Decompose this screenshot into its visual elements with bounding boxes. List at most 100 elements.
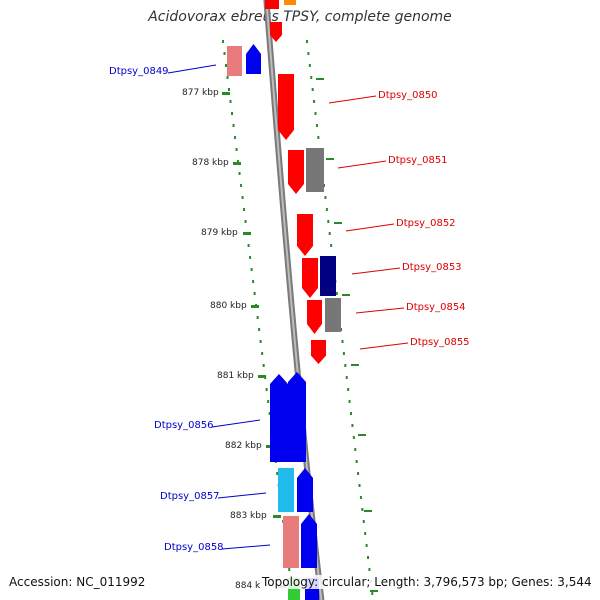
gc-dot bbox=[355, 460, 358, 463]
gene-label-leader bbox=[337, 160, 387, 169]
gc-dot bbox=[341, 340, 344, 343]
gc-dot bbox=[328, 232, 331, 235]
gc-dot bbox=[261, 352, 264, 355]
scale-tick-label: 878 kbp bbox=[192, 158, 229, 168]
gene-arrow-partial bbox=[265, 0, 279, 9]
gene-label[interactable]: Dtpsy_0851 bbox=[388, 155, 448, 166]
gc-dot bbox=[348, 400, 351, 403]
gc-dot bbox=[351, 424, 354, 427]
gc-dot bbox=[340, 328, 343, 331]
outer-scale-tick bbox=[364, 510, 372, 512]
gc-dot bbox=[357, 472, 360, 475]
scale-tick-label: 884 k bbox=[235, 581, 261, 591]
gene-arrow bbox=[307, 300, 322, 334]
outer-scale-tick bbox=[351, 364, 359, 366]
gc-dot bbox=[238, 172, 241, 175]
gc-dot bbox=[368, 568, 371, 571]
gc-dot bbox=[335, 292, 338, 295]
gene-arrow bbox=[270, 374, 288, 462]
gc-dot bbox=[250, 268, 253, 271]
gc-dot bbox=[315, 124, 318, 127]
outer-scale-tick bbox=[334, 222, 342, 224]
gc-dot bbox=[234, 136, 237, 139]
gene-label-leader bbox=[359, 342, 409, 350]
gc-dot bbox=[276, 472, 279, 475]
gc-dot bbox=[354, 448, 357, 451]
gene-arrow bbox=[297, 468, 313, 512]
scale-tick-label: 880 kbp bbox=[210, 301, 247, 311]
scale-tick-label: 883 kbp bbox=[230, 511, 267, 521]
gc-dot bbox=[367, 556, 370, 559]
gene-arrow bbox=[311, 340, 326, 364]
scale-tick bbox=[251, 305, 259, 308]
gc-dot bbox=[268, 412, 271, 415]
gc-dot bbox=[362, 520, 365, 523]
scale-tick-label: 881 kbp bbox=[217, 371, 254, 381]
gc-dot bbox=[308, 64, 311, 67]
gc-dot bbox=[345, 376, 348, 379]
gc-dot bbox=[226, 76, 229, 79]
gene-label-leader bbox=[328, 95, 377, 104]
scale-tick bbox=[258, 375, 266, 378]
gc-dot bbox=[344, 364, 347, 367]
gc-dot bbox=[364, 532, 367, 535]
gc-dot bbox=[252, 280, 255, 283]
scale-tick-label: 879 kbp bbox=[201, 228, 238, 238]
gc-dot bbox=[249, 256, 252, 259]
gene-label-leader bbox=[351, 267, 401, 275]
gc-dot bbox=[235, 148, 238, 151]
gene-arrow bbox=[283, 516, 299, 568]
gene-label[interactable]: Dtpsy_0853 bbox=[402, 262, 462, 273]
gene-arrow-partial bbox=[284, 0, 296, 5]
gc-dot bbox=[342, 352, 345, 355]
gene-label[interactable]: Dtpsy_0855 bbox=[410, 337, 470, 348]
gc-dot bbox=[347, 388, 350, 391]
gc-dot bbox=[240, 184, 243, 187]
gc-dot bbox=[323, 184, 326, 187]
gene-arrow bbox=[227, 46, 242, 76]
gene-label[interactable]: Dtpsy_0856 bbox=[154, 420, 214, 431]
gene-label[interactable]: Dtpsy_0852 bbox=[396, 218, 456, 229]
gc-dot bbox=[241, 196, 244, 199]
gc-dot bbox=[265, 388, 268, 391]
gene-arrow bbox=[278, 74, 294, 140]
gene-arrow-partial bbox=[270, 22, 282, 42]
gc-dot bbox=[223, 52, 226, 55]
map-title: Acidovorax ebreus TPSY, complete genome bbox=[148, 9, 452, 25]
gene-label-leader bbox=[211, 419, 261, 428]
gc-dot bbox=[306, 40, 308, 43]
scale-tick-label: 882 kbp bbox=[225, 441, 262, 451]
gc-dot bbox=[253, 292, 256, 295]
gene-arrow bbox=[301, 514, 317, 568]
gc-dot bbox=[262, 364, 265, 367]
gene-arrow bbox=[302, 258, 318, 298]
gc-dot bbox=[358, 484, 361, 487]
gc-dot bbox=[231, 112, 234, 115]
gc-dot bbox=[330, 244, 333, 247]
gene-label[interactable]: Dtpsy_0850 bbox=[378, 90, 438, 101]
outer-scale-tick bbox=[326, 158, 334, 160]
gc-dot bbox=[365, 544, 368, 547]
accession-text: Accession: NC_011992 bbox=[9, 575, 146, 589]
gc-dot bbox=[371, 592, 374, 595]
gene-arrow bbox=[297, 214, 313, 256]
gc-dot bbox=[243, 208, 246, 211]
gene-arrow bbox=[288, 372, 306, 462]
gene-label[interactable]: Dtpsy_0858 bbox=[164, 542, 224, 553]
scale-tick bbox=[222, 92, 230, 95]
gene-arrow bbox=[320, 256, 336, 296]
gene-label-leader bbox=[221, 544, 271, 550]
scale-tick bbox=[233, 162, 241, 165]
genome-summary-text: Topology: circular; Length: 3,796,573 bp… bbox=[262, 575, 592, 589]
gc-dot bbox=[222, 40, 224, 43]
scale-tick bbox=[273, 515, 281, 518]
gc-dot bbox=[256, 316, 259, 319]
gc-dot bbox=[327, 220, 330, 223]
gc-dot bbox=[313, 100, 316, 103]
gene-label[interactable]: Dtpsy_0849 bbox=[109, 66, 169, 77]
gc-dot bbox=[325, 208, 328, 211]
gc-dot bbox=[361, 508, 364, 511]
gene-label[interactable]: Dtpsy_0854 bbox=[406, 302, 466, 313]
gene-label[interactable]: Dtpsy_0857 bbox=[160, 491, 220, 502]
